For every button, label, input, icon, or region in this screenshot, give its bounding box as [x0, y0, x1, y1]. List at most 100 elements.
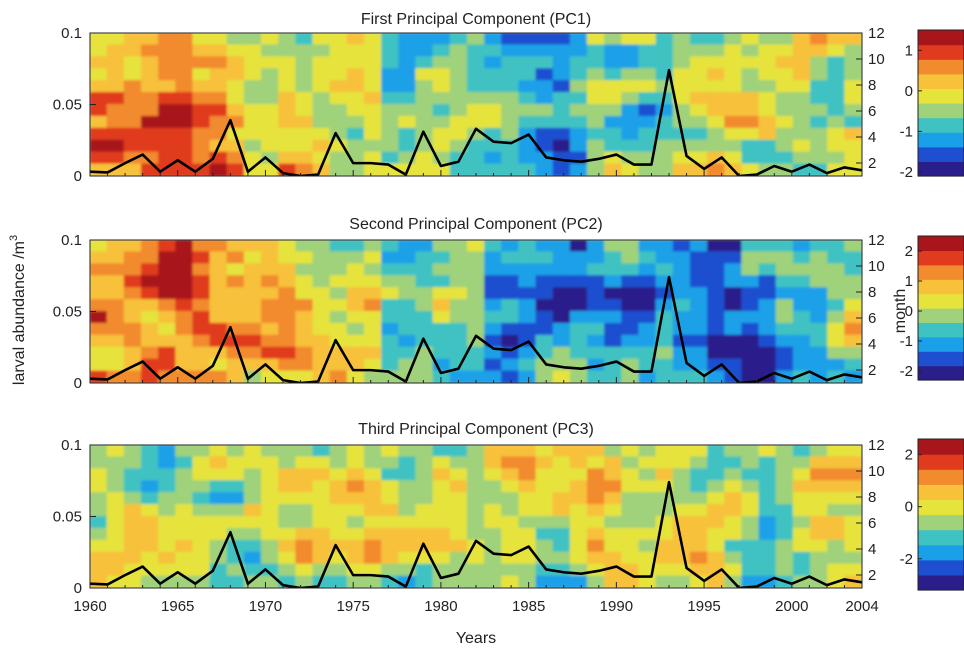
heatmap-cell	[209, 104, 228, 118]
heatmap-cell	[810, 468, 829, 482]
heatmap-cell	[689, 68, 709, 82]
heatmap-cell	[535, 480, 554, 494]
heatmap-cell	[501, 287, 520, 301]
heatmap-cell	[90, 346, 108, 360]
abundance-point	[720, 363, 723, 366]
heatmap-cell	[587, 539, 606, 553]
heatmap-cell	[741, 468, 760, 482]
heatmap-cell	[621, 358, 640, 372]
abundance-point	[212, 158, 214, 160]
heatmap-cell	[226, 80, 246, 94]
heatmap-cell	[312, 480, 331, 494]
month-tick-label: 2	[868, 362, 876, 379]
heatmap-cell	[90, 311, 108, 325]
heatmap-cell	[844, 263, 862, 277]
heatmap-cell	[261, 56, 280, 70]
heatmap-cell	[243, 44, 263, 58]
abundance-point	[369, 369, 372, 371]
heatmap-cell	[655, 563, 674, 577]
heatmap-cell	[90, 68, 108, 82]
heatmap-cell	[175, 311, 194, 325]
x-tick-label: 1965	[161, 598, 194, 615]
abundance-point	[440, 372, 442, 374]
heatmap-cell	[381, 287, 400, 301]
heatmap-cell	[90, 539, 108, 553]
heatmap-cell	[123, 68, 143, 82]
abundance-point	[580, 367, 583, 370]
heatmap-cell	[587, 287, 606, 301]
heatmap-cell	[226, 575, 246, 588]
heatmap-cell	[484, 311, 503, 325]
month-tick-label: 8	[868, 77, 876, 94]
heatmap-cell	[123, 240, 143, 253]
heatmap-cell	[758, 68, 777, 82]
heatmap-cell	[158, 139, 177, 153]
heatmap-cell	[346, 56, 366, 70]
pc2-title: Second Principal Component (PC2)	[349, 216, 602, 233]
heatmap-cell	[123, 527, 143, 542]
heatmap-cell	[672, 80, 692, 94]
heatmap-cell	[415, 456, 434, 470]
heatmap-cell	[621, 139, 640, 153]
abundance-point	[106, 378, 109, 381]
heatmap-cell	[140, 358, 160, 372]
abundance-point	[615, 565, 618, 568]
heatmap-cell	[484, 104, 503, 118]
heatmap-cell	[518, 104, 537, 118]
heatmap-cell	[175, 551, 194, 565]
heatmap-cell	[226, 151, 246, 165]
heatmap-cell	[432, 104, 451, 118]
heatmap-cell	[844, 80, 862, 94]
heatmap-cell	[363, 527, 383, 542]
heatmap-cell	[672, 68, 692, 82]
abundance-point	[106, 171, 109, 174]
colorbar-band	[918, 484, 964, 500]
heatmap-cell	[638, 445, 657, 458]
heatmap-cell	[226, 299, 246, 313]
heatmap-cell	[415, 322, 434, 337]
heatmap-cell	[689, 33, 709, 46]
heatmap-cell	[501, 539, 520, 553]
heatmap-cell	[226, 480, 246, 494]
heatmap-cell	[484, 56, 503, 70]
heatmap-cell	[363, 299, 383, 313]
heatmap-cell	[758, 563, 777, 577]
heatmap-cell	[346, 263, 366, 277]
colorbar-band	[918, 499, 964, 516]
heatmap-cell	[381, 275, 400, 289]
heatmap-cell	[810, 33, 829, 46]
heatmap-cell	[707, 251, 726, 265]
heatmap-cell	[175, 44, 194, 58]
heatmap-cell	[140, 551, 160, 565]
heatmap-cell	[381, 56, 400, 70]
heatmap-cell	[810, 251, 829, 265]
heatmap-cell	[158, 346, 177, 360]
heatmap-cell	[535, 563, 554, 577]
heatmap-cell	[552, 370, 572, 383]
heatmap-cell	[792, 334, 812, 348]
heatmap-cell	[243, 468, 263, 482]
abundance-point	[527, 545, 530, 548]
heatmap-cell	[175, 139, 194, 153]
heatmap-cell	[398, 311, 417, 325]
heatmap-cell	[209, 92, 228, 106]
heatmap-cell	[604, 527, 623, 542]
heatmap-cell	[655, 251, 674, 265]
heatmap-cell	[106, 539, 126, 553]
heatmap-cell	[724, 516, 743, 530]
heatmap-cell	[569, 322, 589, 337]
heatmap-cell	[192, 311, 211, 325]
heatmap-cell	[295, 251, 314, 265]
heatmap-cell	[844, 480, 862, 494]
heatmap-cell	[638, 334, 657, 348]
colorbar-band	[918, 336, 964, 352]
heatmap-cell	[792, 492, 812, 506]
heatmap-cell	[689, 516, 709, 530]
heatmap-cell	[501, 504, 520, 518]
heatmap-cell	[707, 370, 726, 383]
heatmap-cell	[123, 92, 143, 106]
heatmap-cell	[484, 115, 503, 130]
heatmap-cell	[106, 346, 126, 360]
left-axis-label-superscript: 3	[8, 235, 20, 241]
